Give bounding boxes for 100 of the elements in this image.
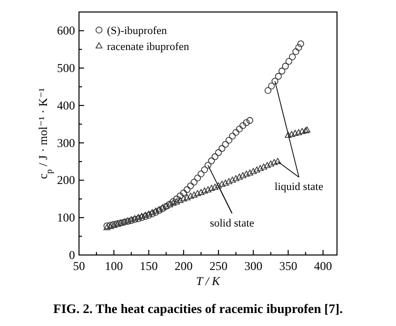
point (292, 48, 300, 56)
point (282, 62, 289, 70)
point (295, 44, 302, 51)
point (190, 192, 198, 198)
y-tick-label: 400 (57, 98, 75, 112)
point (204, 186, 212, 192)
x-tick-label: 200 (174, 259, 193, 273)
x-axis-title: T / K (196, 274, 221, 288)
point (278, 68, 286, 74)
point (208, 157, 215, 164)
point (246, 170, 254, 176)
point (250, 168, 257, 174)
point (229, 132, 236, 140)
point (226, 178, 232, 184)
point (138, 212, 146, 219)
y-tick-label: 100 (57, 210, 75, 225)
point (198, 188, 204, 195)
point (292, 130, 299, 136)
point (190, 178, 198, 186)
point (173, 196, 180, 202)
point (145, 210, 152, 217)
point (288, 131, 296, 138)
point (236, 126, 243, 132)
point (148, 210, 156, 218)
x-tick-label: 150 (140, 259, 158, 273)
point (152, 208, 160, 214)
point (275, 72, 282, 80)
point (264, 162, 271, 168)
annotation: liquid state (274, 181, 324, 194)
x-tick-label: 350 (279, 259, 298, 273)
point (148, 209, 156, 216)
point (201, 166, 208, 174)
point (218, 180, 226, 187)
text: FIG. 2. The heat capacities of racemic ibuprofen [7]. (53, 301, 343, 316)
point (173, 198, 180, 204)
point (222, 140, 229, 148)
point (232, 175, 240, 182)
point (270, 159, 278, 166)
point (128, 216, 135, 222)
point (295, 129, 302, 136)
point (260, 164, 268, 170)
point (284, 132, 292, 138)
point (142, 213, 149, 220)
point (187, 192, 194, 199)
point (208, 184, 215, 191)
point (159, 204, 166, 210)
point (204, 162, 212, 169)
point (194, 190, 201, 196)
point (103, 224, 110, 230)
point (298, 128, 306, 134)
point (285, 58, 292, 65)
point (274, 158, 282, 164)
point (180, 190, 187, 196)
point (218, 145, 226, 152)
x-tick-label: 400 (314, 259, 332, 273)
point (212, 184, 218, 190)
point (201, 187, 208, 194)
point (152, 208, 160, 216)
point (103, 222, 110, 230)
point (180, 195, 187, 202)
point (142, 212, 149, 218)
point (239, 172, 246, 178)
x-tick-label: 50 (73, 259, 85, 273)
point (128, 217, 135, 224)
point (215, 182, 222, 188)
point (145, 212, 152, 219)
point (239, 122, 246, 130)
point (212, 153, 218, 160)
y-tick-label: 200 (57, 173, 75, 188)
y-tick-label: 500 (57, 61, 75, 76)
x-tick-label: 100 (104, 259, 123, 273)
point (272, 78, 278, 85)
point (264, 87, 272, 94)
point (253, 166, 260, 173)
point (232, 128, 240, 136)
point (184, 186, 190, 193)
point (184, 194, 190, 200)
point (134, 215, 142, 222)
point (242, 119, 250, 126)
point (138, 214, 146, 222)
point (236, 174, 243, 180)
point (187, 182, 194, 190)
point (297, 40, 304, 48)
point (246, 117, 254, 124)
point (256, 165, 264, 172)
x-tick-label: 250 (209, 259, 228, 273)
point (215, 149, 222, 156)
point (226, 136, 232, 144)
point (242, 170, 250, 177)
annotation: solid state (210, 217, 254, 230)
y-tick-label: 300 (57, 136, 75, 150)
point (176, 192, 184, 200)
x-tick-label: 300 (244, 259, 262, 273)
point (267, 160, 274, 167)
point (268, 82, 275, 90)
legend-label: racenate ibuprofen (107, 41, 190, 53)
point (159, 205, 166, 212)
point (229, 176, 236, 183)
legend-label: (S)-ibuprofen (107, 25, 168, 37)
y-tick-label: 0 (69, 248, 75, 262)
